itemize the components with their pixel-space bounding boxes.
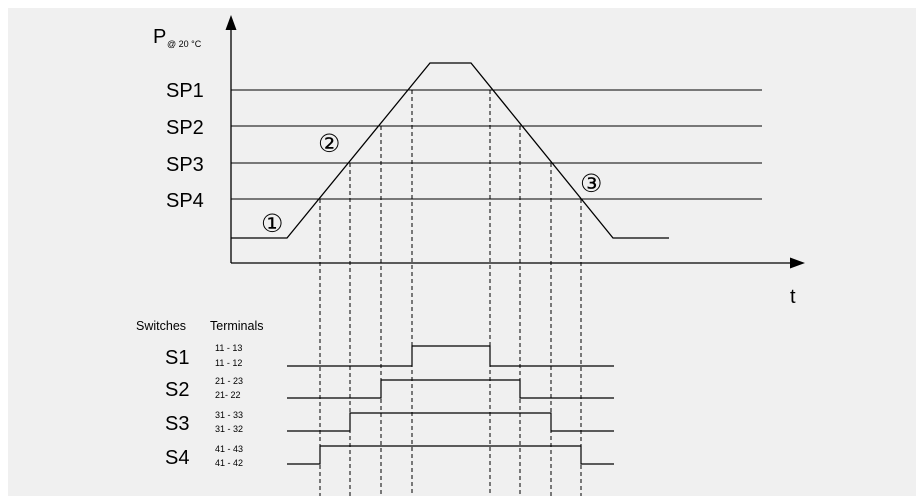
s1-waveform [287,345,614,367]
s2-terminal-bottom: 21- 22 [215,390,241,400]
marker-3: ③ [580,169,602,198]
sp1-label: SP1 [166,80,204,102]
s4-waveform [287,445,614,465]
sp3-label: SP3 [166,154,204,176]
y-axis-arrow [225,15,237,30]
x-axis-label: t [790,286,796,308]
s2-waveform [287,379,614,399]
pressure-curve [231,62,669,239]
terminals-header: Terminals [210,319,264,333]
sp2-label: SP2 [166,117,204,139]
y-axis-label: P [153,26,166,48]
marker-2: ② [318,129,340,158]
s3-waveform [287,412,614,432]
sp4-label: SP4 [166,190,204,212]
switches-header: Switches [136,319,186,333]
s4-terminal-top: 41 - 43 [215,444,243,454]
s1-terminal-top: 11 - 13 [215,343,242,353]
switch-s2-label: S2 [165,379,189,401]
s2-terminal-top: 21 - 23 [215,376,243,386]
s3-terminal-bottom: 31 - 32 [215,424,243,434]
switch-s1-label: S1 [165,347,189,369]
switch-s4-label: S4 [165,447,189,469]
panel-background [8,8,916,496]
switch-waveforms [287,345,614,465]
s4-terminal-bottom: 41 - 42 [215,458,243,468]
marker-1: ① [261,209,283,238]
s3-terminal-top: 31 - 33 [215,410,243,420]
y-axis-label-subscript: @ 20 °C [167,39,202,49]
x-axis-arrow [790,257,805,269]
switch-s3-label: S3 [165,413,189,435]
s1-terminal-bottom: 11 - 12 [215,358,242,368]
